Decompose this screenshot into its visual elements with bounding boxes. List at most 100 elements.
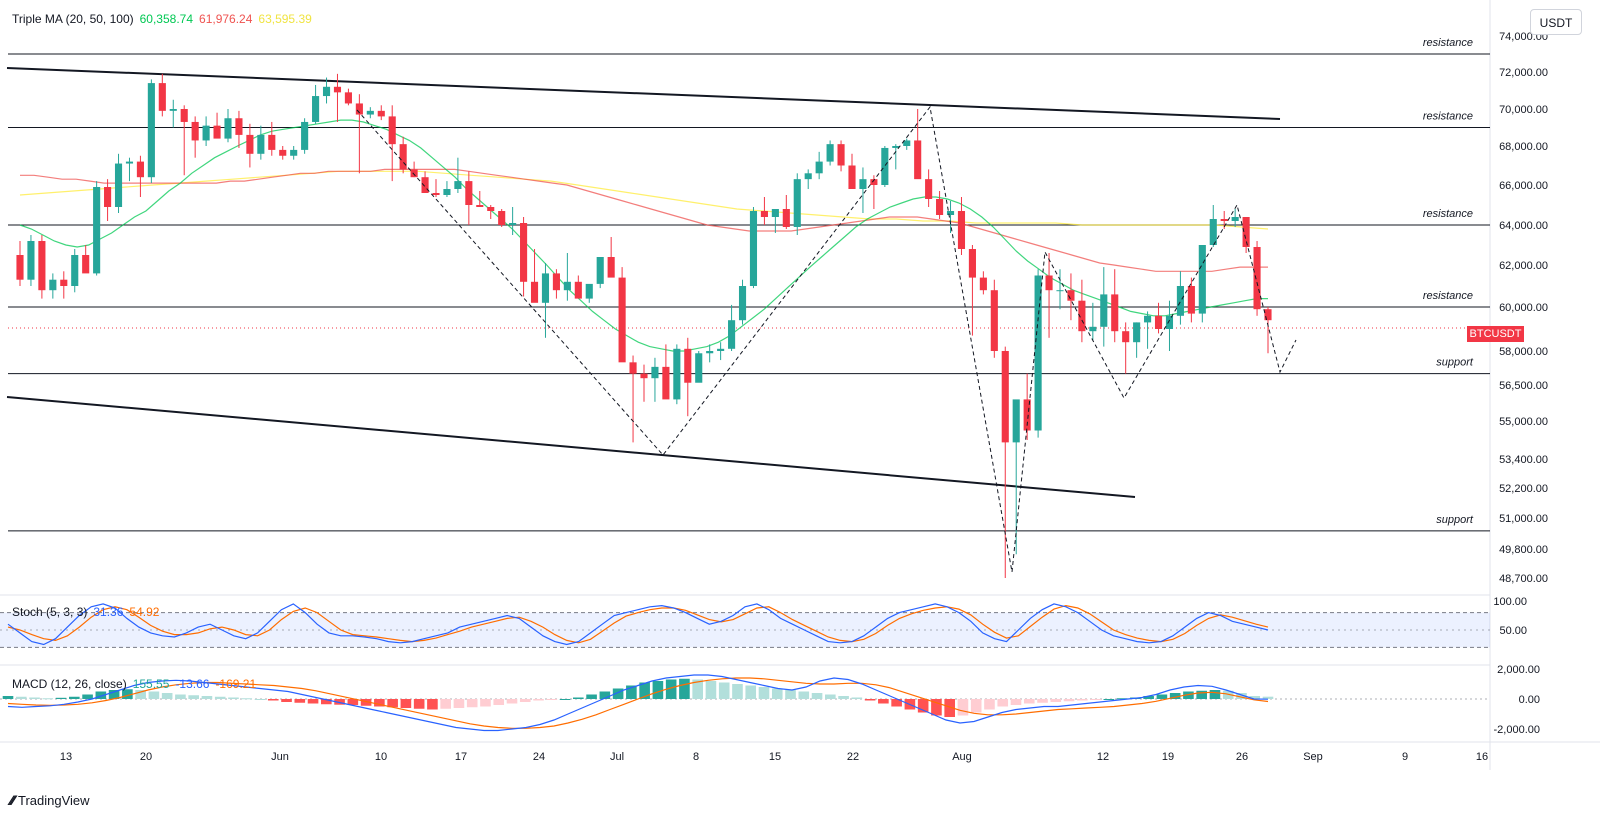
candle-body [49, 279, 57, 291]
price-tick-label: 56,500.00 [1499, 380, 1548, 392]
macd-hist-bar [1050, 699, 1062, 702]
macd-hist-bar [42, 698, 54, 700]
candle-body [104, 187, 112, 207]
macd-hist-bar [1236, 693, 1247, 699]
macd-hist-bar [1196, 690, 1207, 699]
time-tick-label: 24 [533, 751, 545, 763]
price-tick-label: 62,000.00 [1499, 260, 1548, 272]
stoch-name: Stoch (5, 3, 3) [12, 605, 88, 619]
macd-hist-bar [347, 699, 359, 705]
level-label: resistance [1423, 111, 1473, 123]
candle-body [257, 134, 265, 154]
channel-upper-line [6, 67, 1281, 120]
macd-hist-bar [1037, 699, 1048, 703]
macd-hist-bar [427, 699, 438, 710]
time-tick-label: 16 [1476, 751, 1488, 763]
stoch-axis-label: 100.00 [1493, 596, 1527, 608]
candle-body [1209, 219, 1217, 245]
macd-hist-bar [201, 696, 213, 699]
macd-hist-bar [1183, 691, 1194, 699]
macd-hist-bar [838, 696, 849, 699]
macd-hist-bar [984, 699, 995, 710]
candle-body [640, 373, 648, 379]
time-tick-label: Jun [271, 751, 289, 763]
macd-hist-bar [228, 697, 239, 699]
candle-body [487, 207, 495, 211]
candle-body [454, 181, 462, 189]
macd-hist-bar [69, 696, 80, 699]
macd-line-value: -13.66 [175, 677, 210, 691]
macd-hist-bar [307, 699, 319, 704]
candle-body [541, 273, 550, 303]
macd-hist-bar [254, 699, 266, 700]
stoch-d-value: 54.92 [129, 605, 160, 619]
brand-name: TradingView [18, 792, 90, 808]
time-tick-label: 20 [140, 751, 152, 763]
candle-body [399, 144, 407, 170]
channel-lower-line [6, 396, 1136, 498]
macd-hist-bar [533, 699, 544, 701]
candle-body [1045, 275, 1053, 291]
candle-body [476, 205, 484, 207]
price-tick-label: 51,000.00 [1499, 513, 1548, 525]
time-tick-label: 15 [769, 751, 781, 763]
candle-body [870, 179, 878, 185]
candle-body [990, 290, 998, 351]
macd-hist-bar [374, 699, 385, 707]
macd-hist-bar [1209, 690, 1221, 699]
macd-hist-bar [122, 689, 133, 699]
macd-hist-bar [1077, 699, 1088, 701]
currency-button[interactable]: USDT [1530, 9, 1582, 35]
candle-body [1165, 315, 1174, 329]
macd-hist-bar [294, 699, 306, 703]
candle-body [629, 362, 637, 374]
candle-body [169, 109, 177, 111]
time-tick-label: 13 [60, 751, 72, 763]
price-tick-label: 72,000.00 [1499, 67, 1548, 79]
candle-body [618, 277, 626, 363]
candle-body [224, 118, 232, 139]
macd-hist-bar [161, 693, 173, 699]
macd-hist-bar [997, 699, 1009, 707]
candle-body [1012, 399, 1020, 443]
candle-body [968, 249, 976, 278]
candle-body [93, 187, 101, 274]
macd-hist-bar [214, 696, 226, 699]
candle-body [1198, 245, 1206, 314]
macd-hist-bar [599, 691, 611, 699]
candle-body [1001, 351, 1009, 443]
candle-body [837, 144, 845, 166]
macd-axis-label: 0.00 [1519, 694, 1540, 706]
macd-hist-bar [745, 685, 757, 699]
candle-body [202, 125, 210, 141]
candle-body [782, 209, 790, 227]
candle-body [344, 92, 352, 104]
macd-hist-bar [612, 688, 624, 699]
macd-hist-bar [1143, 696, 1154, 699]
stoch-k-line [7, 603, 1269, 646]
price-tick-label: 64,000.00 [1499, 220, 1548, 232]
macd-hist-bar [15, 696, 27, 699]
candle-body [520, 223, 528, 282]
macd-hist-bar [1010, 699, 1022, 705]
candle-body [1220, 219, 1228, 221]
candle-body [114, 163, 123, 207]
macd-hist-bar [1103, 699, 1115, 700]
macd-hist-bar [519, 699, 531, 702]
macd-hist-bar [1090, 699, 1101, 700]
macd-hist-bar [387, 699, 398, 708]
price-tick-label: 53,400.00 [1499, 454, 1548, 466]
time-tick-label: 8 [693, 751, 699, 763]
candle-body [804, 173, 812, 180]
candle-body [859, 179, 867, 189]
candle-body [1056, 290, 1064, 292]
candle-body [673, 348, 681, 400]
candle-body [1122, 331, 1130, 343]
macd-hist-bar [718, 682, 730, 699]
macd-hist-bar [798, 691, 810, 699]
macd-hist-bar [175, 694, 186, 699]
candle-body [946, 211, 955, 215]
ma20-value: 60,358.74 [139, 12, 194, 26]
macd-signal-value: -169.21 [215, 677, 257, 691]
